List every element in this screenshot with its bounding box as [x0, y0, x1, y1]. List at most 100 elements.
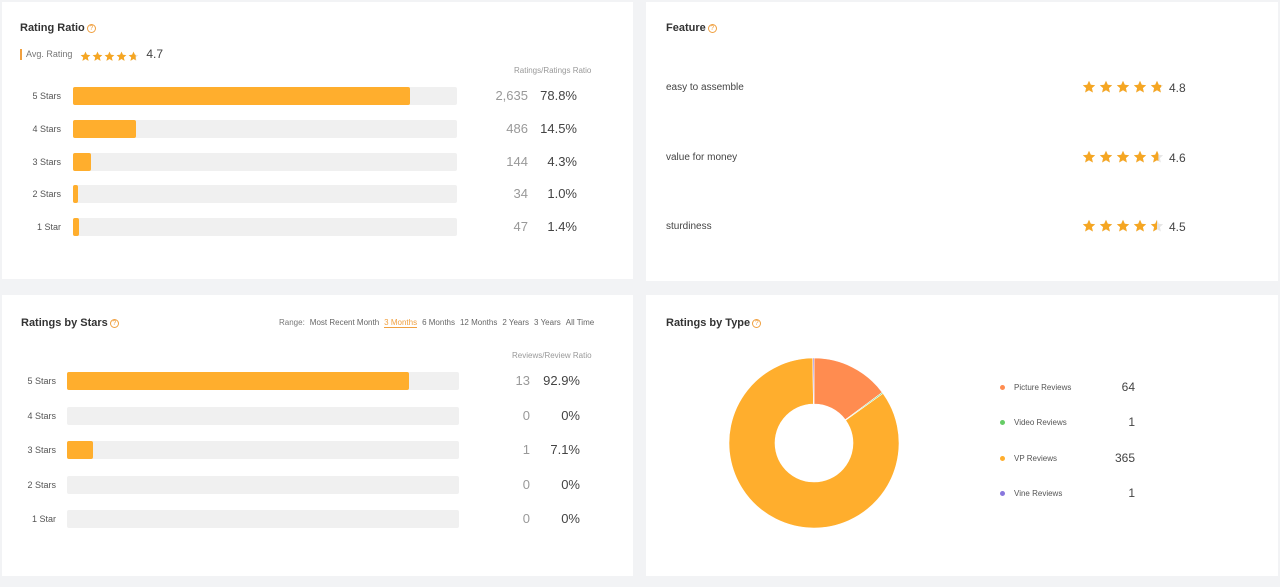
range-option-6-months[interactable]: 6 Months — [422, 318, 455, 327]
stars-row-track[interactable] — [67, 372, 459, 390]
rating-row-track[interactable] — [73, 218, 457, 237]
star-icon — [1082, 80, 1096, 94]
stars-row-count: 0 — [522, 476, 530, 492]
stars-row-count: 13 — [515, 373, 530, 388]
donut-slice-vp-reviews[interactable] — [728, 357, 900, 529]
stars-row-track[interactable] — [67, 510, 459, 528]
rating-row-pct: 4.3% — [547, 153, 577, 169]
rating-row-count: 144 — [506, 153, 528, 169]
legend-value: 1 — [1128, 485, 1135, 500]
range-option-all-time[interactable]: All Time — [565, 318, 595, 327]
rating-row-pct: 14.5% — [540, 120, 577, 136]
donut-slice-vine-reviews[interactable] — [812, 357, 815, 405]
help-icon[interactable]: ? — [707, 23, 717, 33]
range-option-2-years[interactable]: 2 Years — [502, 318, 530, 327]
feature-label: sturdiness — [666, 221, 712, 232]
stars-row-pct: 0% — [561, 476, 580, 492]
star-icon — [1150, 80, 1164, 94]
rating-row-track[interactable] — [73, 152, 457, 171]
rating-row-pct: 1.4% — [547, 219, 577, 235]
legend-dot — [1000, 420, 1005, 426]
feature-card: Feature? easy to assemble 4.8 value for m… — [646, 2, 1278, 281]
legend-item[interactable]: Picture Reviews — [1000, 383, 1071, 392]
star-icon — [104, 49, 115, 61]
stars-row-label: 1 Star — [31, 514, 56, 524]
rating-ratio-title: Rating Ratio? — [20, 22, 96, 34]
star-icon — [1133, 150, 1147, 164]
rating-row-track[interactable] — [73, 185, 457, 204]
range-option-12-months[interactable]: 12 Months — [459, 318, 498, 327]
range-option-3-years[interactable]: 3 Years — [534, 318, 561, 327]
feature-score: 4.5 — [1169, 220, 1186, 234]
legend-item[interactable]: Video Reviews — [1000, 418, 1067, 427]
star-icon — [1099, 80, 1113, 94]
rating-row-track[interactable] — [73, 119, 457, 138]
feature-score: 4.8 — [1169, 81, 1186, 95]
rating-row-bar — [73, 185, 78, 204]
ratings-ratio-header: Ratings/Ratings Ratio — [514, 66, 592, 75]
avg-rating-stars — [80, 49, 140, 61]
rating-row-pct: 1.0% — [547, 186, 577, 202]
feature-title: Feature? — [666, 22, 717, 34]
star-icon — [1133, 219, 1147, 233]
stars-row-track[interactable] — [67, 441, 459, 459]
star-icon — [1082, 219, 1096, 233]
legend-value: 1 — [1128, 415, 1135, 430]
range-option-3-months[interactable]: 3 Months — [384, 318, 418, 328]
star-icon — [92, 49, 103, 61]
legend-dot — [1000, 455, 1005, 461]
stars-row-label: 5 Stars — [27, 376, 56, 386]
stars-row-pct: 0% — [561, 407, 580, 423]
rating-row-bar — [73, 119, 136, 138]
stars-row-label: 2 Stars — [27, 479, 56, 490]
ratings-by-stars-title: Ratings by Stars? — [21, 317, 119, 329]
avg-rating-label: Avg. Rating — [26, 49, 73, 59]
star-icon — [116, 49, 127, 61]
stars-row-label: 4 Stars — [27, 410, 56, 421]
feature-stars — [1082, 80, 1167, 94]
legend-item[interactable]: VP Reviews — [1000, 454, 1057, 463]
ratings-by-type-card: Ratings by Type? Picture Reviews 64 Vide… — [646, 295, 1278, 576]
star-icon — [1133, 80, 1147, 94]
rating-row-count: 34 — [513, 186, 528, 202]
rating-ratio-card: Rating Ratio? Avg. Rating 4.7 Ratings/Ra… — [2, 2, 633, 279]
help-icon[interactable]: ? — [109, 318, 119, 328]
legend-value: 365 — [1114, 450, 1135, 465]
reviews-ratio-header: Reviews/Review Ratio — [512, 351, 592, 360]
stars-row-count: 0 — [522, 511, 530, 526]
star-icon — [1116, 80, 1130, 94]
stars-row-pct: 92.9% — [543, 373, 580, 388]
star-icon — [80, 49, 91, 61]
help-icon[interactable]: ? — [86, 23, 96, 33]
feature-label: value for money — [666, 151, 738, 163]
ratings-by-stars-card: Ratings by Stars? Range: Most Recent Mon… — [2, 295, 633, 576]
stars-row-bar — [67, 372, 409, 390]
range-option-most-recent-month[interactable]: Most Recent Month — [309, 318, 380, 327]
legend-dot — [1000, 490, 1005, 496]
feature-label: easy to assemble — [666, 82, 744, 93]
star-icon — [1099, 150, 1113, 164]
rating-row-track[interactable] — [73, 87, 457, 105]
star-icon — [1150, 150, 1164, 164]
stars-row-bar — [67, 441, 94, 459]
legend-label: VP Reviews — [1014, 453, 1057, 463]
help-icon[interactable]: ? — [752, 318, 762, 328]
stars-row-count: 0 — [522, 407, 530, 423]
star-icon — [128, 49, 139, 61]
rating-row-label: 4 Stars — [32, 123, 61, 134]
stars-row-track[interactable] — [67, 475, 459, 494]
legend-item[interactable]: Vine Reviews — [1000, 489, 1062, 498]
rating-row-label: 3 Stars — [32, 156, 61, 167]
legend-label: Vine Reviews — [1014, 488, 1063, 498]
legend-value: 64 — [1121, 380, 1135, 394]
stars-row-pct: 7.1% — [550, 442, 580, 457]
avg-rating-row: Avg. Rating 4.7 — [20, 47, 163, 61]
rating-row-count: 47 — [513, 219, 528, 235]
rating-row-label: 1 Star — [36, 222, 61, 233]
stars-row-track[interactable] — [67, 406, 459, 425]
star-icon — [1116, 219, 1130, 233]
avg-rating-value: 4.7 — [146, 47, 164, 61]
feature-stars — [1082, 150, 1167, 164]
rating-row-bar — [73, 218, 80, 237]
ratings-by-type-donut — [728, 357, 900, 529]
